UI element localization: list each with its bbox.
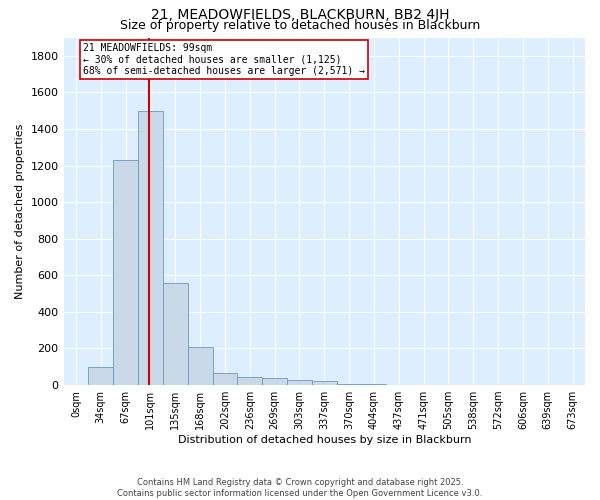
Bar [212,373,238,385]
Bar [337,384,362,385]
Text: 21, MEADOWFIELDS, BLACKBURN, BB2 4JH: 21, MEADOWFIELDS, BLACKBURN, BB2 4JH [151,8,449,22]
Bar [113,160,138,385]
Y-axis label: Number of detached properties: Number of detached properties [15,124,25,299]
Bar [287,380,312,385]
Text: Size of property relative to detached houses in Blackburn: Size of property relative to detached ho… [120,19,480,32]
Bar [262,378,287,385]
Bar [312,381,337,385]
Bar [163,282,188,385]
X-axis label: Distribution of detached houses by size in Blackburn: Distribution of detached houses by size … [178,435,471,445]
Bar [238,377,262,385]
Bar [188,346,212,385]
Bar [362,384,386,385]
Text: 21 MEADOWFIELDS: 99sqm
← 30% of detached houses are smaller (1,125)
68% of semi-: 21 MEADOWFIELDS: 99sqm ← 30% of detached… [83,43,365,76]
Bar [138,110,163,385]
Text: Contains HM Land Registry data © Crown copyright and database right 2025.
Contai: Contains HM Land Registry data © Crown c… [118,478,482,498]
Bar [88,367,113,385]
